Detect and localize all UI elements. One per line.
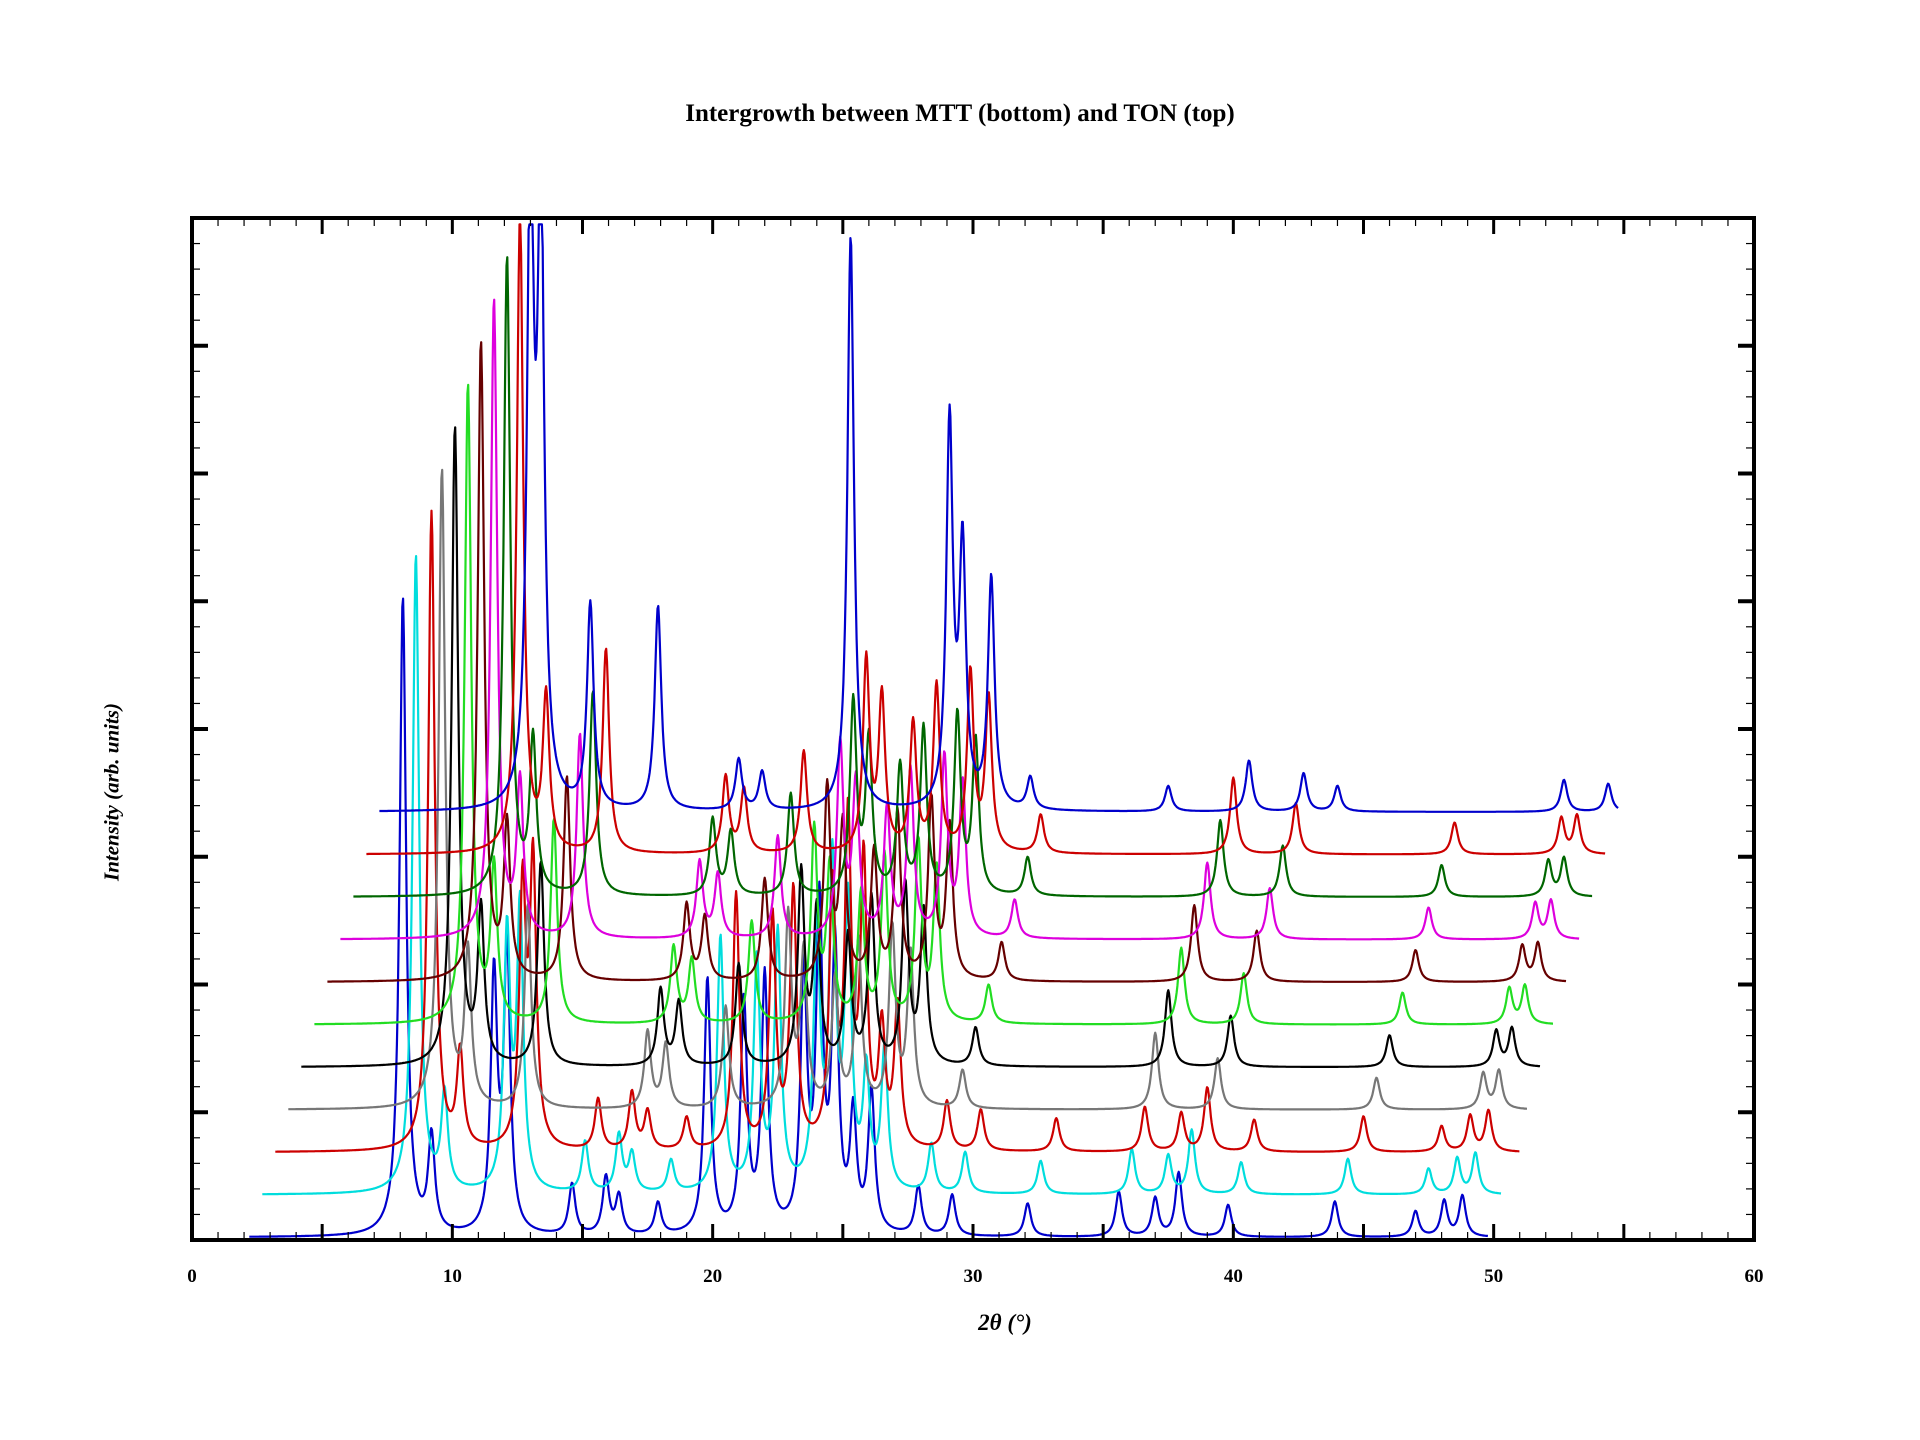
x-tick-label: 30 (964, 1266, 983, 1287)
x-tick-label: 10 (443, 1266, 462, 1287)
chart-title: Intergrowth between MTT (bottom) and TON… (685, 100, 1235, 127)
series-layer (249, 223, 1619, 1238)
x-tick-label: 0 (187, 1266, 197, 1287)
series-line-9 (353, 256, 1593, 898)
x-tick-label: 50 (1484, 1266, 1503, 1287)
series-line-11 (379, 223, 1619, 813)
x-tick-label: 20 (703, 1266, 722, 1287)
x-axis-label: 2θ (°) (978, 1310, 1032, 1335)
series-line-2 (262, 554, 1502, 1196)
x-tick-label: 60 (1745, 1266, 1764, 1287)
tick-layer (190, 216, 1756, 1242)
tick-label-layer: 0 10 20 30 40 50 60 (187, 1266, 1763, 1287)
x-tick-label: 40 (1224, 1266, 1243, 1287)
series-line-1 (249, 597, 1489, 1238)
series-line-10 (366, 223, 1606, 856)
